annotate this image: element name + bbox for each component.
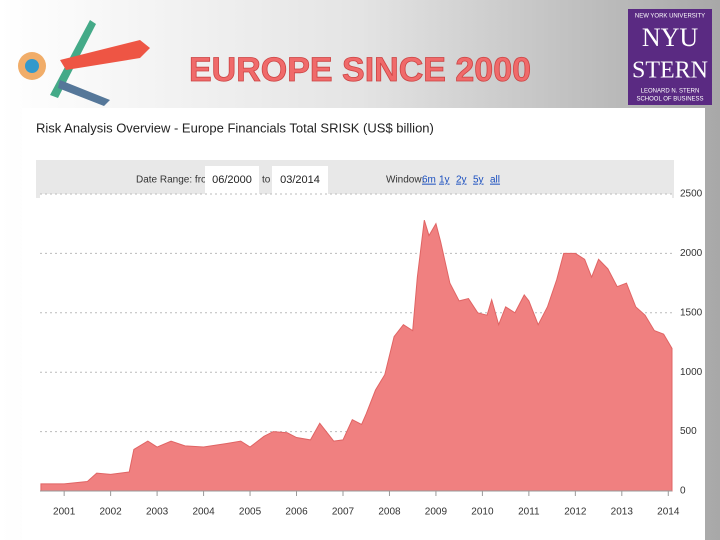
chart-title: Risk Analysis Overview - Europe Financia… — [36, 120, 434, 135]
logo-text: SCHOOL OF BUSINESS — [636, 97, 703, 103]
y-tick-label: 500 — [680, 426, 697, 437]
label: to — [262, 175, 271, 186]
date-input[interactable] — [205, 166, 259, 194]
label: Date Range: from — [136, 175, 215, 186]
window-link[interactable]: 1y — [439, 175, 450, 186]
x-tick-label: 2012 — [564, 507, 587, 518]
window-link[interactable]: all — [490, 175, 500, 186]
area — [40, 219, 673, 492]
slide-title: EUROPE SINCE 2000 — [189, 51, 531, 89]
window-link[interactable]: 2y — [456, 175, 467, 186]
y-tick-label: 1500 — [680, 307, 703, 318]
x-tick-label: 2004 — [192, 507, 215, 518]
x-tick-label: 2005 — [239, 507, 262, 518]
date-text[interactable]: 06/2000 — [212, 174, 252, 186]
x-tick-label: 2010 — [471, 507, 494, 518]
x-tick-label: 2013 — [611, 507, 634, 518]
x-tick-label: 2009 — [425, 507, 448, 518]
y-tick-label: 2500 — [680, 189, 703, 200]
x-tick-label: 2007 — [332, 507, 355, 518]
toolbar — [36, 160, 674, 198]
window-link[interactable]: 6m — [422, 175, 436, 186]
y-tick-label: 0 — [680, 486, 686, 497]
x-tick-label: 2008 — [378, 507, 401, 518]
logo-text: LEONARD N. STERN — [641, 89, 700, 95]
logo-text: NEW YORK UNIVERSITY — [635, 14, 705, 20]
window-link[interactable]: 5y — [473, 175, 484, 186]
date-text[interactable]: 03/2014 — [280, 174, 320, 186]
logo — [628, 9, 712, 105]
x-tick-label: 2002 — [100, 507, 123, 518]
x-tick-label: 2003 — [146, 507, 169, 518]
decor-icon — [18, 20, 150, 106]
x-tick-label: 2001 — [53, 507, 76, 518]
date-input[interactable] — [272, 166, 328, 194]
y-tick-label: 1000 — [680, 367, 703, 378]
x-tick-label: 2011 — [518, 507, 540, 518]
x-tick-label: 2006 — [285, 507, 308, 518]
y-tick-label: 2000 — [680, 248, 703, 259]
x-tick-label: 2014 — [657, 507, 680, 518]
logo-text: NYU — [642, 23, 699, 52]
logo-text: STERN — [632, 58, 708, 84]
label: Window: — [386, 175, 424, 186]
